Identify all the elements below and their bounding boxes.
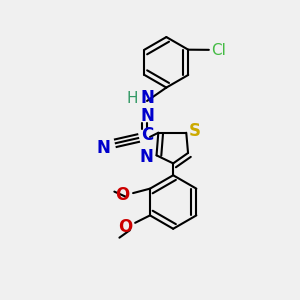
Text: S: S — [189, 122, 201, 140]
Text: N: N — [97, 139, 111, 157]
Text: N: N — [140, 89, 154, 107]
Text: N: N — [140, 148, 154, 166]
Text: Cl: Cl — [211, 43, 226, 58]
Text: O: O — [115, 186, 129, 204]
Text: C: C — [141, 125, 153, 143]
Text: H: H — [127, 91, 138, 106]
Text: N: N — [140, 107, 154, 125]
Text: O: O — [118, 218, 132, 236]
